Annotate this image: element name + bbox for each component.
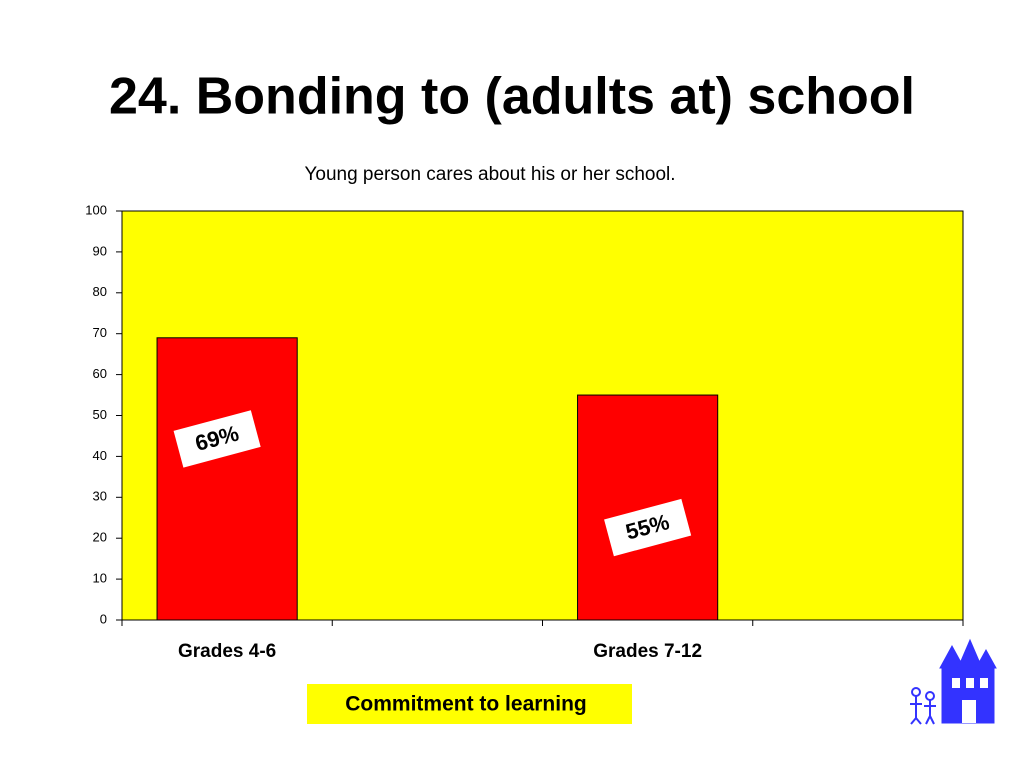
footer-label: Commitment to learning bbox=[345, 693, 587, 716]
y-tick-label: 10 bbox=[93, 571, 107, 586]
value-label-box bbox=[173, 410, 261, 468]
y-tick-label: 40 bbox=[93, 448, 107, 463]
value-label: 55% bbox=[604, 498, 692, 557]
value-label-box bbox=[604, 498, 692, 557]
value-label: 69% bbox=[173, 410, 261, 468]
y-tick-label: 90 bbox=[93, 243, 107, 258]
y-tick-label: 70 bbox=[93, 325, 107, 340]
y-tick-label: 100 bbox=[85, 202, 107, 217]
footer-box bbox=[307, 684, 632, 724]
chart-subtitle: Young person cares about his or her scho… bbox=[304, 164, 675, 185]
y-tick-label: 30 bbox=[93, 489, 107, 504]
y-tick-label: 20 bbox=[93, 530, 107, 545]
bar bbox=[577, 394, 719, 621]
chart-title: 24. Bonding to (adults at) school bbox=[109, 68, 915, 126]
x-tick-label: Grades 4-6 bbox=[178, 641, 276, 662]
y-tick-label: 80 bbox=[93, 284, 107, 299]
y-tick-label: 60 bbox=[93, 366, 107, 381]
bar bbox=[156, 337, 298, 621]
y-tick-label: 0 bbox=[100, 611, 107, 626]
y-tick-label: 50 bbox=[93, 407, 107, 422]
castle-icon bbox=[910, 638, 997, 725]
x-tick-label: Grades 7-12 bbox=[593, 641, 702, 662]
